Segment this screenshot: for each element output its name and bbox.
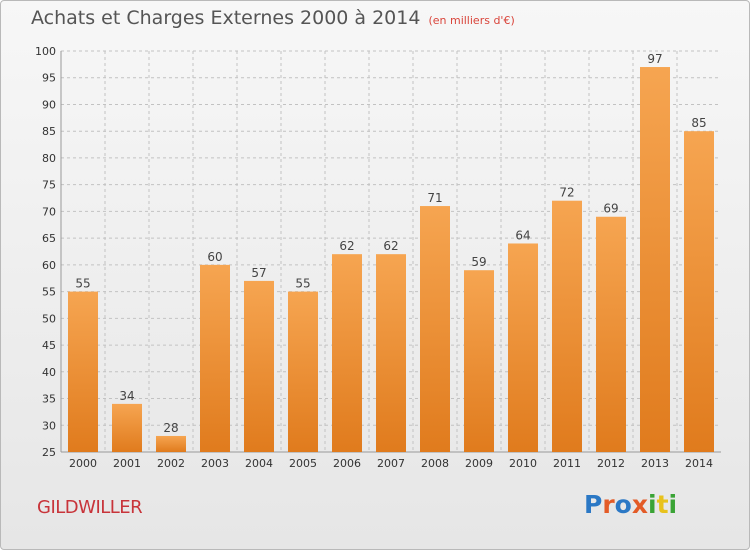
x-tick-label-2010: 2010 bbox=[509, 457, 537, 470]
value-label-2006: 62 bbox=[339, 239, 354, 253]
y-tick-label: 55 bbox=[42, 286, 56, 299]
x-tick-label-2000: 2000 bbox=[69, 457, 97, 470]
x-tick-label-2003: 2003 bbox=[201, 457, 229, 470]
bar-2007[interactable] bbox=[376, 254, 406, 452]
y-tick-label: 80 bbox=[42, 152, 56, 165]
y-tick-label: 85 bbox=[42, 125, 56, 138]
x-tick-label-2008: 2008 bbox=[421, 457, 449, 470]
commune-name: GILDWILLER bbox=[37, 497, 143, 518]
x-tick-label-2004: 2004 bbox=[245, 457, 273, 470]
x-tick-label-2013: 2013 bbox=[641, 457, 669, 470]
bar-2013[interactable] bbox=[640, 67, 670, 452]
value-label-2000: 55 bbox=[75, 277, 90, 291]
bars bbox=[68, 67, 714, 452]
logo-letter: x bbox=[631, 490, 648, 519]
x-tick-label-2012: 2012 bbox=[597, 457, 625, 470]
bar-2011[interactable] bbox=[552, 200, 582, 452]
x-tick-label-2014: 2014 bbox=[685, 457, 713, 470]
y-tick-label: 35 bbox=[42, 393, 56, 406]
bar-2004[interactable] bbox=[244, 280, 274, 452]
value-label-2005: 55 bbox=[295, 277, 310, 291]
logo-letter: P bbox=[584, 490, 603, 519]
y-tick-label: 75 bbox=[42, 179, 56, 192]
bar-2001[interactable] bbox=[112, 403, 142, 452]
value-label-2014: 85 bbox=[691, 116, 706, 130]
chart-unit: (en milliers d'€) bbox=[428, 14, 515, 27]
x-tick-label-2005: 2005 bbox=[289, 457, 317, 470]
value-label-2002: 28 bbox=[163, 421, 178, 435]
x-tick-label-2007: 2007 bbox=[377, 457, 405, 470]
y-tick-label: 40 bbox=[42, 366, 56, 379]
value-label-2009: 59 bbox=[471, 255, 486, 269]
logo-letter: o bbox=[614, 490, 632, 519]
value-label-2010: 64 bbox=[515, 228, 530, 242]
bar-2008[interactable] bbox=[420, 206, 450, 452]
value-labels: 55 34 28 60 57 55 62 62 71 59 64 72 69 97 85 bbox=[75, 52, 706, 435]
value-label-2001: 34 bbox=[119, 389, 134, 403]
x-tick-label-2009: 2009 bbox=[465, 457, 493, 470]
bar-2003[interactable] bbox=[200, 264, 230, 452]
logo-letter: i bbox=[668, 490, 678, 519]
bar-2012[interactable] bbox=[596, 216, 626, 452]
y-tick-label: 60 bbox=[42, 259, 56, 272]
x-tick-label-2002: 2002 bbox=[157, 457, 185, 470]
y-tick-label: 90 bbox=[42, 98, 56, 111]
logo-letter: t bbox=[656, 490, 669, 519]
y-tick-label: 65 bbox=[42, 232, 56, 245]
value-label-2008: 71 bbox=[427, 191, 442, 205]
value-label-2003: 60 bbox=[207, 250, 222, 264]
x-tick-label-2001: 2001 bbox=[113, 457, 141, 470]
bar-2000[interactable] bbox=[68, 291, 98, 452]
chart-title: Achats et Charges Externes 2000 à 2014 (e… bbox=[31, 7, 515, 29]
bar-2014[interactable] bbox=[684, 131, 714, 452]
value-label-2004: 57 bbox=[251, 266, 266, 280]
y-tick-label: 50 bbox=[42, 312, 56, 325]
y-tick-label: 95 bbox=[42, 72, 56, 85]
bar-2010[interactable] bbox=[508, 243, 538, 452]
value-label-2007: 62 bbox=[383, 239, 398, 253]
y-tick-label: 70 bbox=[42, 205, 56, 218]
y-tick-label: 100 bbox=[35, 45, 56, 58]
proxiti-logo[interactable]: Proxiti bbox=[584, 490, 677, 519]
logo-letter: i bbox=[648, 490, 657, 519]
y-tick-label: 25 bbox=[42, 446, 56, 459]
value-label-2012: 69 bbox=[603, 202, 618, 216]
x-tick-label-2011: 2011 bbox=[553, 457, 581, 470]
x-tick-label-2006: 2006 bbox=[333, 457, 361, 470]
y-tick-label: 30 bbox=[42, 419, 56, 432]
bar-2006[interactable] bbox=[332, 254, 362, 452]
bar-2009[interactable] bbox=[464, 270, 494, 452]
logo-letter: r bbox=[602, 490, 615, 519]
value-label-2013: 97 bbox=[647, 52, 662, 66]
chart-title-text: Achats et Charges Externes 2000 à 2014 bbox=[31, 7, 421, 29]
value-label-2011: 72 bbox=[559, 186, 574, 200]
bar-2005[interactable] bbox=[288, 291, 318, 452]
y-tick-label: 45 bbox=[42, 339, 56, 352]
bar-2002[interactable] bbox=[156, 435, 186, 452]
